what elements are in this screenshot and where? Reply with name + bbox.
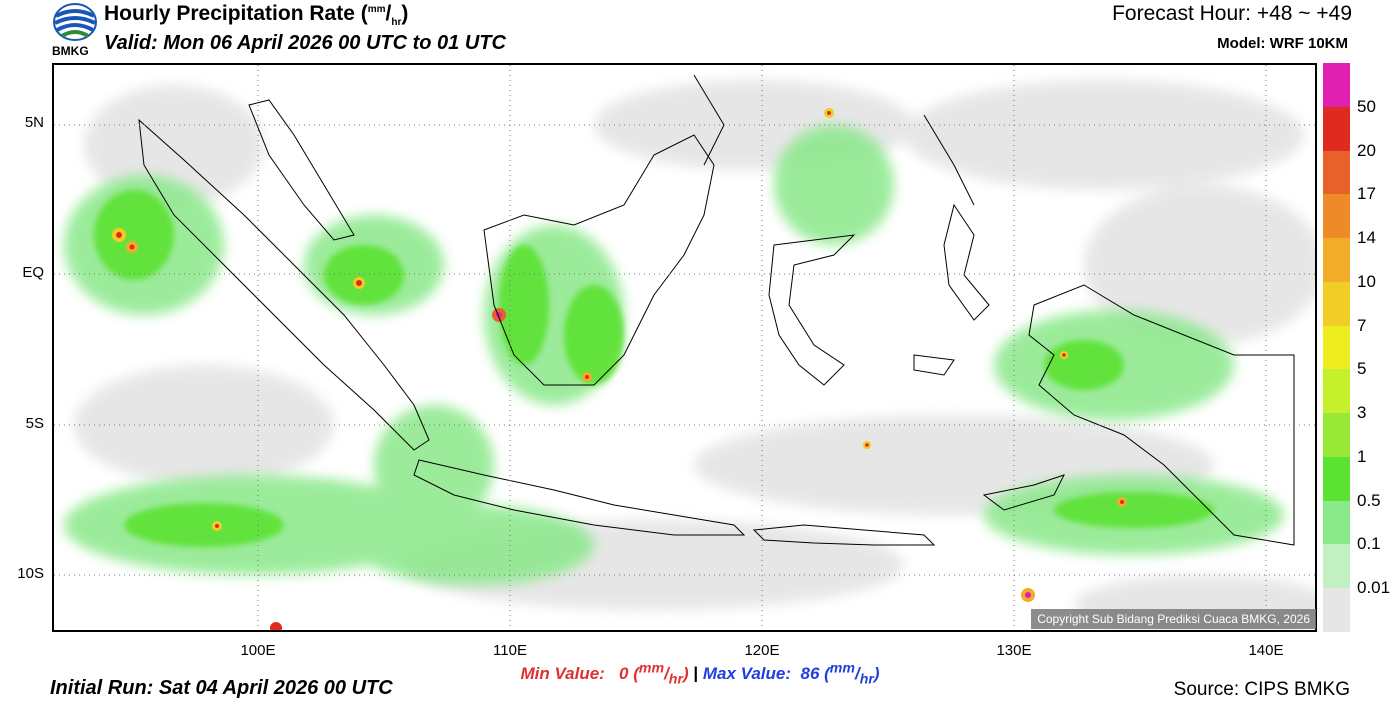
colorbar-segment [1323, 150, 1350, 195]
precipitation-map[interactable] [52, 63, 1317, 632]
grid-lines [54, 65, 1315, 630]
lon-label-130e: 130E [996, 642, 1032, 659]
lat-label-10s: 10S [17, 565, 44, 582]
chart-title: Hourly Precipitation Rate (mm/hr) [104, 2, 409, 29]
bmkg-logo-icon [53, 3, 97, 41]
lon-label-120e: 120E [744, 642, 780, 659]
lat-label-eq: EQ [22, 264, 44, 281]
colorbar [1323, 63, 1350, 632]
colorbar-label: 3 [1357, 403, 1367, 423]
colorbar-segment [1323, 281, 1350, 326]
lon-label-100e: 100E [240, 642, 276, 659]
colorbar-label: 0.5 [1357, 490, 1381, 510]
colorbar-label: 0.01 [1357, 578, 1391, 598]
colorbar-segment [1323, 194, 1350, 239]
colorbar-segment [1323, 413, 1350, 457]
colorbar-segment [1323, 63, 1350, 107]
colorbar-segment [1323, 106, 1350, 151]
coastlines [138, 74, 1295, 546]
colorbar-label: 14 [1357, 228, 1376, 248]
copyright-notice: Copyright Sub Bidang Prediksi Cuaca BMKG… [1031, 609, 1316, 629]
bmkg-logo: BMKG [50, 2, 100, 60]
colorbar-segment [1323, 325, 1350, 370]
colorbar-label: 1 [1357, 446, 1367, 466]
colorbar-label: 10 [1357, 271, 1376, 291]
colorbar-segment [1323, 238, 1350, 282]
colorbar-segment [1323, 369, 1350, 414]
logo-label: BMKG [52, 44, 89, 58]
forecast-hour: Forecast Hour: +48 ~ +49 [1112, 2, 1352, 25]
colorbar-segment [1323, 544, 1350, 589]
colorbar-label: 20 [1357, 140, 1376, 160]
stats-separator: | [693, 663, 699, 683]
valid-time: Valid: Mon 06 April 2026 00 UTC to 01 UT… [104, 32, 506, 54]
colorbar-label: 17 [1357, 184, 1376, 204]
max-value: Max Value: 86 (mm/hr) [702, 660, 880, 688]
colorbar-segment [1323, 588, 1350, 632]
colorbar-label: 0.1 [1357, 534, 1381, 554]
colorbar-label: 7 [1357, 315, 1367, 335]
lon-label-110e: 110E [493, 642, 527, 659]
min-max-values: Min Value: 0 (mm/hr) | Max Value: 86 (mm… [0, 660, 1400, 687]
lat-label-5n: 5N [24, 114, 44, 131]
model-name: Model: WRF 10KM [1217, 35, 1348, 52]
lat-label-5s: 5S [25, 415, 44, 432]
source-label: Source: CIPS BMKG [1173, 679, 1350, 700]
initial-run: Initial Run: Sat 04 April 2026 00 UTC [50, 677, 393, 699]
colorbar-segment [1323, 456, 1350, 501]
colorbar-label: 5 [1357, 359, 1367, 379]
colorbar-label: 50 [1357, 96, 1376, 116]
lon-label-140e: 140E [1248, 642, 1284, 659]
colorbar-segment [1323, 500, 1350, 545]
min-value: Min Value: 0 (mm/hr) [520, 660, 694, 688]
heavy-rain-cells [112, 108, 1127, 630]
map-svg [54, 65, 1315, 630]
